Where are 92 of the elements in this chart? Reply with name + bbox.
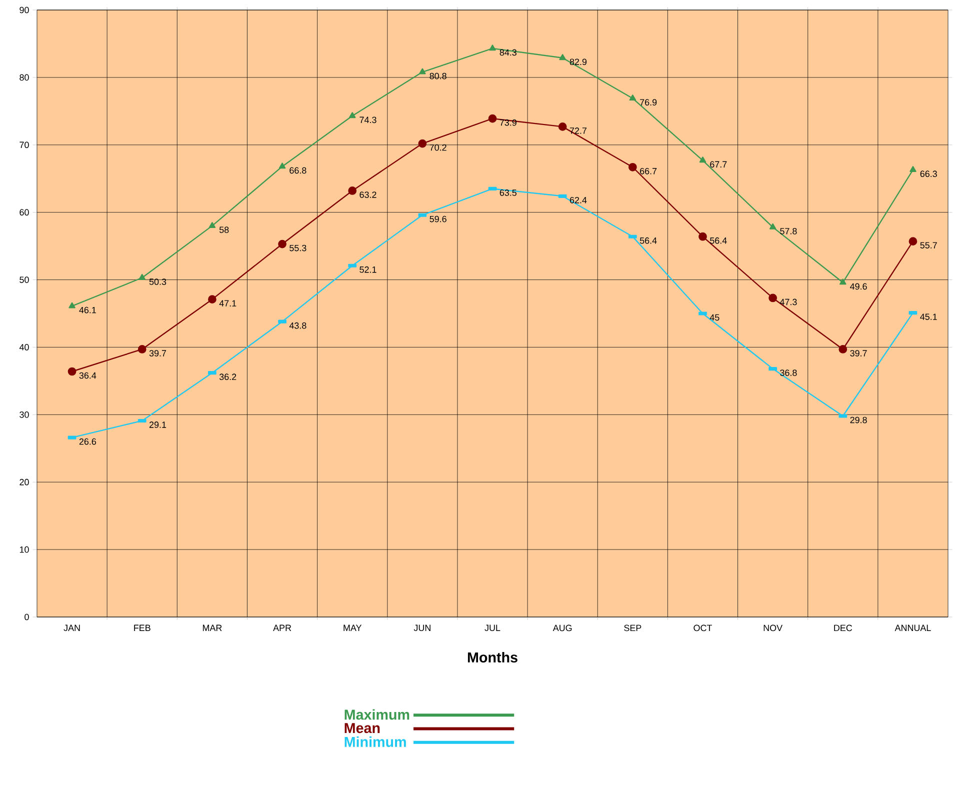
data-label: 46.1 bbox=[79, 306, 96, 314]
x-tick-label: ANNUAL bbox=[894, 624, 931, 632]
point bbox=[840, 278, 846, 285]
data-label: 49.6 bbox=[850, 283, 867, 290]
y-tick-label: 60 bbox=[20, 209, 29, 216]
data-label: 58 bbox=[219, 226, 229, 233]
x-tick-label: DEC bbox=[834, 624, 852, 632]
y-tick-label: 20 bbox=[20, 478, 29, 486]
data-label: 62.4 bbox=[570, 196, 587, 204]
point bbox=[348, 112, 356, 118]
data-label: 43.8 bbox=[289, 322, 306, 329]
point bbox=[629, 94, 636, 101]
x-tick-label: MAY bbox=[344, 624, 362, 631]
data-label: 80.8 bbox=[430, 72, 446, 80]
point bbox=[418, 139, 427, 148]
point bbox=[559, 54, 566, 60]
y-tick-label: 90 bbox=[20, 6, 29, 14]
data-label: 29.8 bbox=[850, 416, 867, 424]
y-tick-label: 70 bbox=[20, 142, 29, 148]
point bbox=[488, 114, 497, 123]
data-label: 39.7 bbox=[850, 350, 867, 356]
data-label: 50.3 bbox=[149, 278, 166, 285]
y-tick-label: 80 bbox=[20, 74, 29, 81]
point bbox=[68, 367, 76, 376]
x-tick-label: AUG bbox=[552, 624, 572, 632]
data-label: 29.1 bbox=[149, 422, 166, 428]
data-label: 47.1 bbox=[219, 300, 236, 306]
data-label: 70.2 bbox=[430, 144, 446, 151]
data-label: 76.9 bbox=[640, 99, 657, 106]
data-label: 72.7 bbox=[570, 128, 586, 134]
x-tick-label: JUN bbox=[414, 624, 430, 632]
data-label: 36.4 bbox=[79, 372, 96, 379]
point bbox=[698, 232, 707, 241]
point bbox=[68, 302, 76, 308]
point bbox=[908, 237, 918, 246]
data-label: 73.9 bbox=[500, 119, 516, 126]
point bbox=[699, 156, 706, 163]
data-label: 59.6 bbox=[430, 216, 446, 222]
data-label: 56.4 bbox=[640, 237, 657, 244]
data-label: 26.6 bbox=[79, 438, 96, 445]
data-label: 66.3 bbox=[920, 170, 937, 178]
x-tick-label: SEP bbox=[624, 624, 642, 632]
point bbox=[489, 44, 496, 51]
point bbox=[558, 122, 567, 131]
data-label: 74.3 bbox=[360, 116, 376, 124]
data-label: 45 bbox=[710, 314, 720, 321]
data-label: 84.3 bbox=[500, 49, 516, 56]
data-label: 39.7 bbox=[149, 350, 166, 356]
data-label: 36.8 bbox=[780, 370, 797, 376]
point bbox=[278, 162, 286, 169]
data-label: 63.5 bbox=[500, 190, 516, 196]
y-tick-label: 10 bbox=[20, 546, 29, 553]
x-axis-title: Months bbox=[468, 652, 518, 662]
data-label: 47.3 bbox=[780, 298, 797, 306]
x-tick-label: FEB bbox=[134, 624, 150, 631]
point bbox=[910, 166, 916, 172]
text: Maximum bbox=[344, 709, 410, 720]
point bbox=[208, 295, 216, 304]
point bbox=[628, 162, 637, 172]
data-label: 67.7 bbox=[710, 161, 727, 168]
point bbox=[208, 222, 216, 228]
data-label: 36.2 bbox=[219, 374, 236, 380]
text: Mean bbox=[344, 723, 380, 734]
y-tick-label: 30 bbox=[20, 411, 29, 418]
y-tick-label: 40 bbox=[19, 344, 29, 350]
point bbox=[419, 68, 426, 74]
point bbox=[278, 240, 286, 248]
data-label: 55.3 bbox=[290, 244, 306, 252]
point bbox=[138, 274, 146, 280]
x-tick-label: JAN bbox=[64, 624, 80, 632]
point bbox=[769, 223, 776, 230]
data-label: 56.4 bbox=[710, 237, 727, 244]
data-label: 57.8 bbox=[780, 228, 797, 234]
data-label: 66.8 bbox=[290, 167, 306, 174]
y-tick-label: 0 bbox=[24, 614, 29, 620]
y-tick-label: 50 bbox=[20, 276, 29, 283]
text: Minimum bbox=[344, 736, 406, 747]
x-tick-label: OCT bbox=[694, 624, 712, 632]
point bbox=[138, 345, 146, 354]
data-label: 82.9 bbox=[570, 58, 587, 66]
data-label: 63.2 bbox=[360, 192, 376, 198]
data-label: 45.1 bbox=[920, 314, 937, 320]
x-tick-label: NOV bbox=[764, 624, 782, 632]
x-tick-label: APR bbox=[273, 624, 292, 631]
point bbox=[768, 294, 777, 302]
x-tick-label: JUL bbox=[484, 624, 500, 632]
data-label: 66.7 bbox=[640, 168, 657, 174]
data-label: 55.7 bbox=[920, 242, 937, 248]
data-label: 52.1 bbox=[360, 266, 376, 273]
point bbox=[838, 345, 848, 354]
point bbox=[348, 186, 357, 195]
x-tick-label: MAR bbox=[202, 624, 222, 631]
